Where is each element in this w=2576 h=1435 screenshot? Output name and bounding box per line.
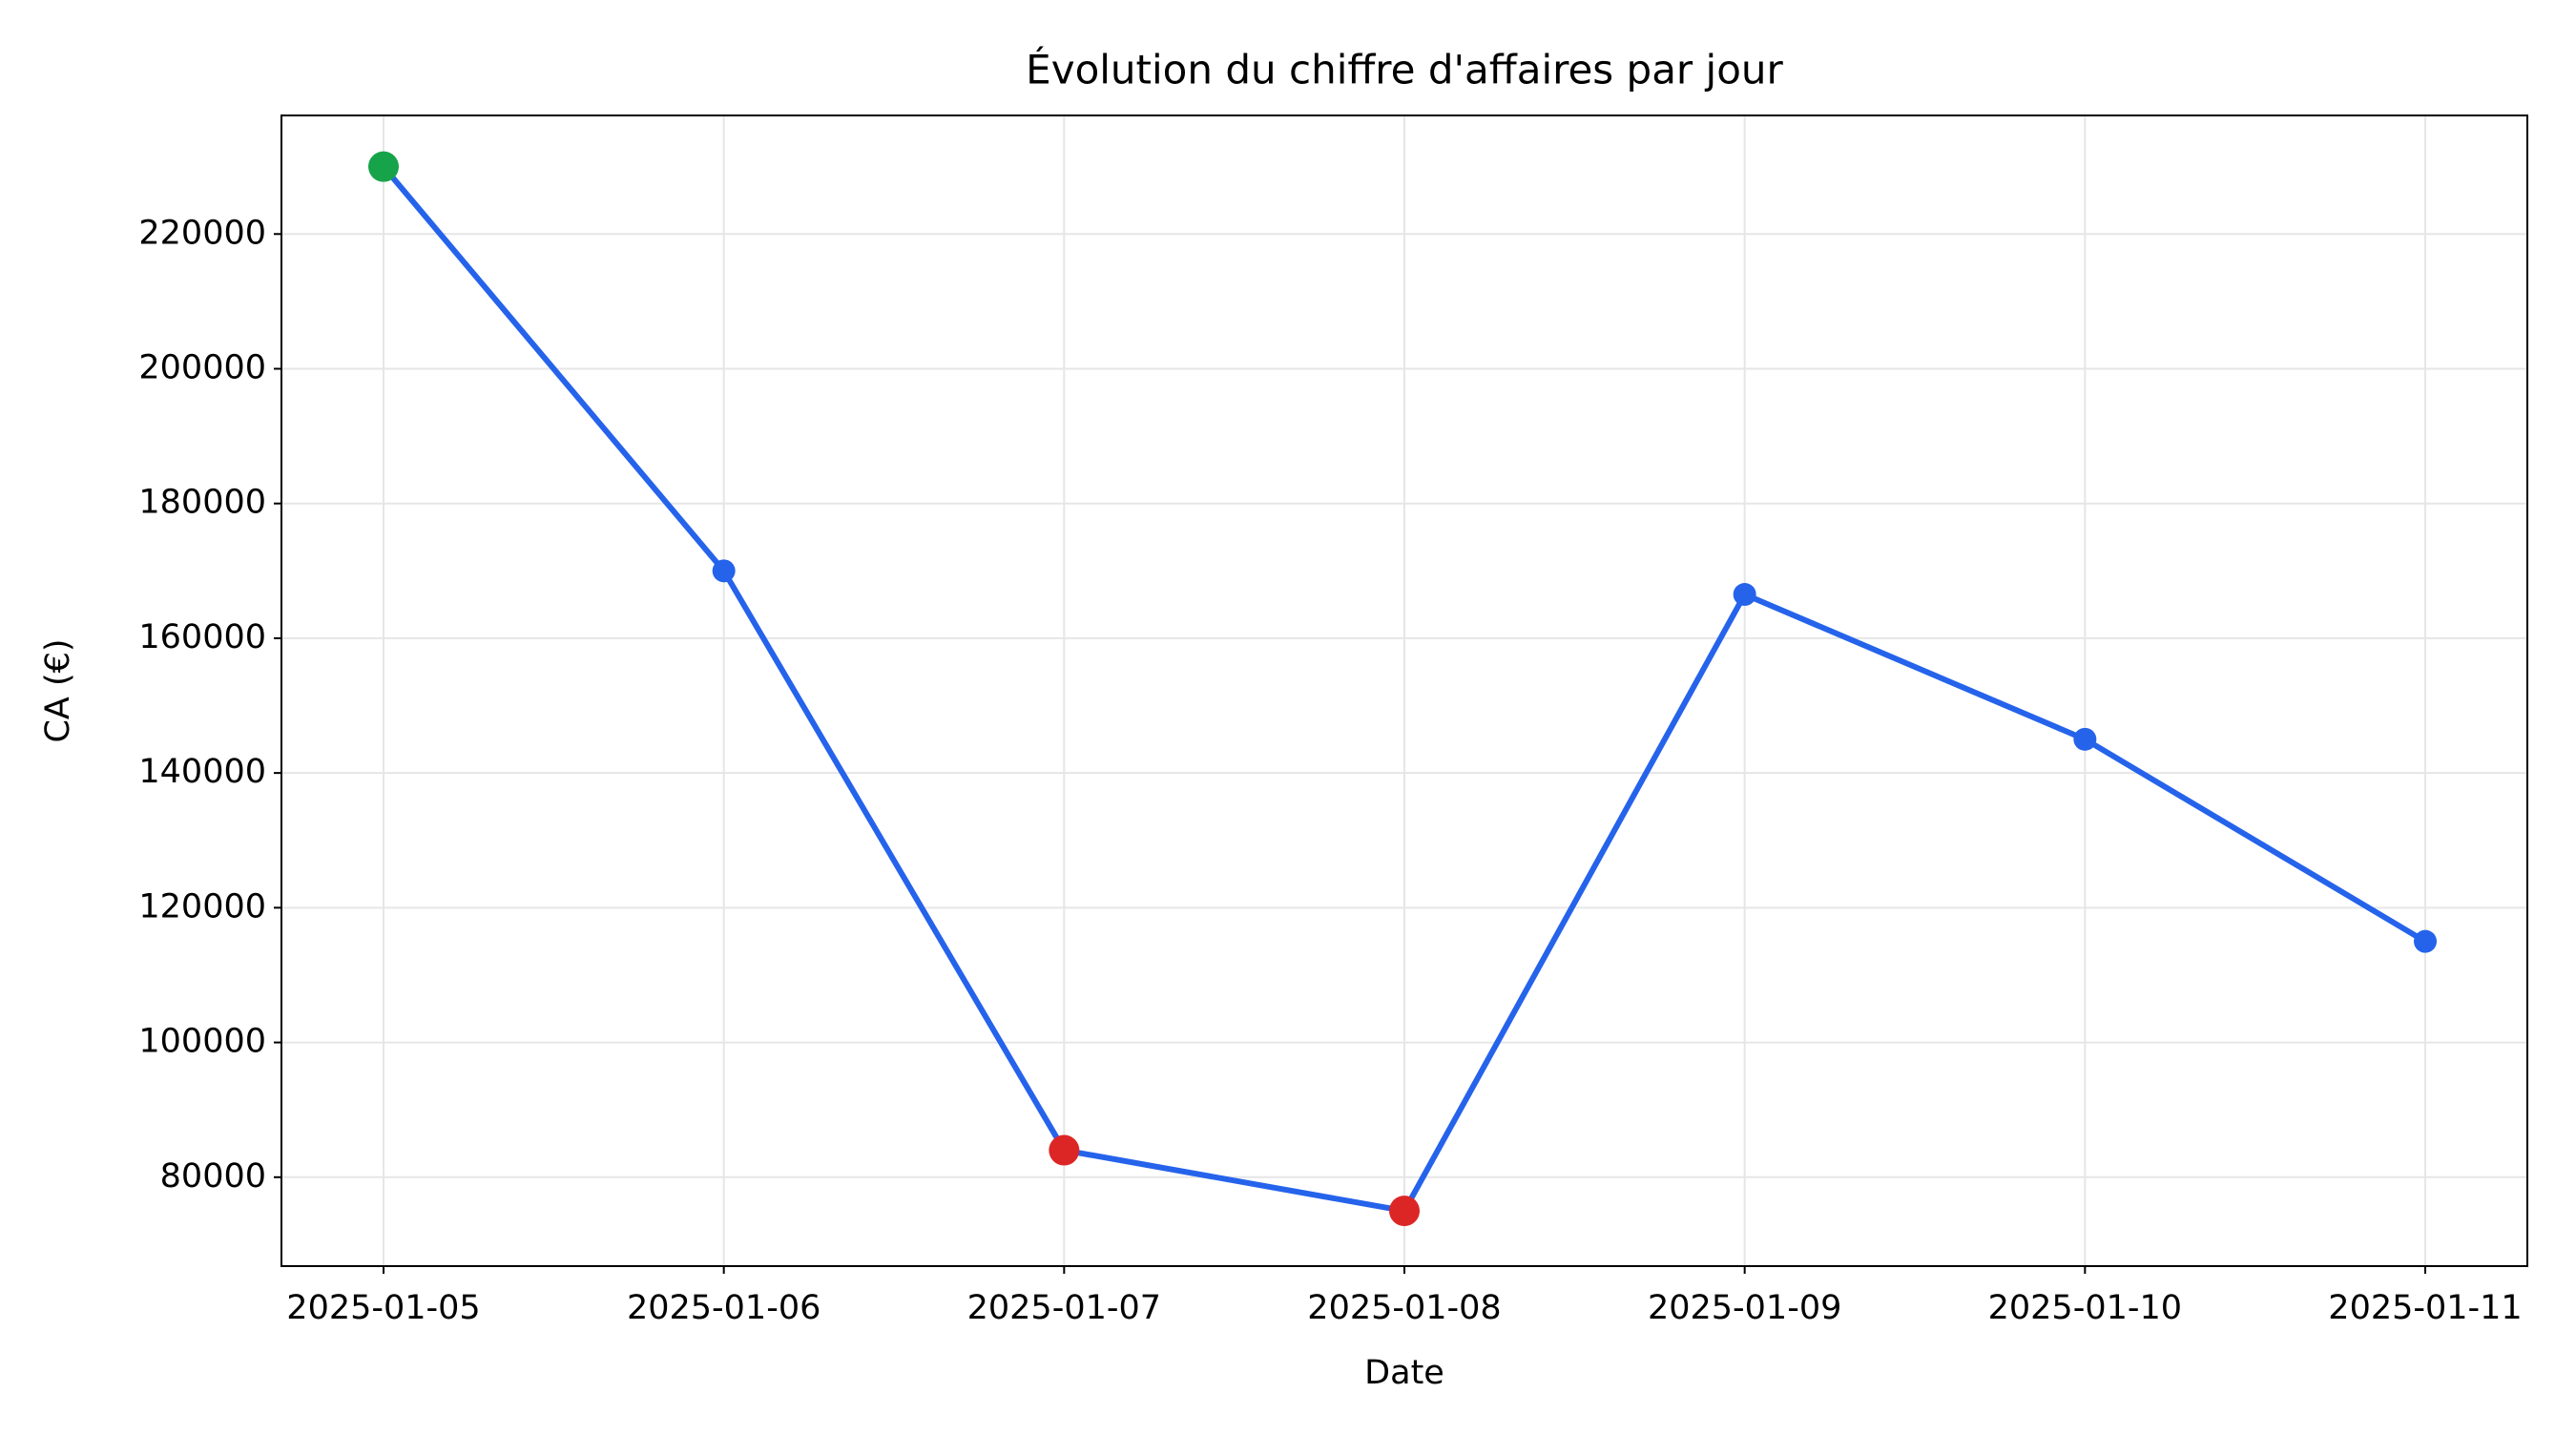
y-tick-label: 220000 <box>138 214 266 252</box>
point <box>712 559 736 583</box>
x-tick-label: 2025-01-06 <box>627 1289 821 1327</box>
point <box>1049 1134 1080 1166</box>
y-tick-label: 120000 <box>138 887 266 925</box>
chart-title: Évolution du chiffre d'affaires par jour <box>1026 46 1783 94</box>
x-axis-label: Date <box>1364 1354 1444 1392</box>
x-tick-label: 2025-01-10 <box>1988 1289 2182 1327</box>
x-tick-label: 2025-01-07 <box>967 1289 1161 1327</box>
x-tick-label: 2025-01-09 <box>1648 1289 1841 1327</box>
point <box>368 151 399 182</box>
y-tick-label: 140000 <box>138 753 266 791</box>
y-tick-label: 180000 <box>138 484 266 522</box>
point <box>1733 583 1756 607</box>
y-tick-label: 200000 <box>138 348 266 386</box>
y-tick-label: 100000 <box>138 1023 266 1061</box>
y-axis-label: CA (€) <box>39 638 77 742</box>
x-tick-label: 2025-01-08 <box>1307 1289 1501 1327</box>
point <box>1389 1196 1420 1227</box>
plot-frame <box>280 114 2528 1267</box>
x-tick-label: 2025-01-05 <box>286 1289 480 1327</box>
x-tick-label: 2025-01-11 <box>2328 1289 2522 1327</box>
point <box>2073 727 2097 751</box>
y-tick-label: 160000 <box>138 618 266 656</box>
point <box>2414 929 2437 953</box>
y-tick-label: 80000 <box>160 1157 266 1196</box>
